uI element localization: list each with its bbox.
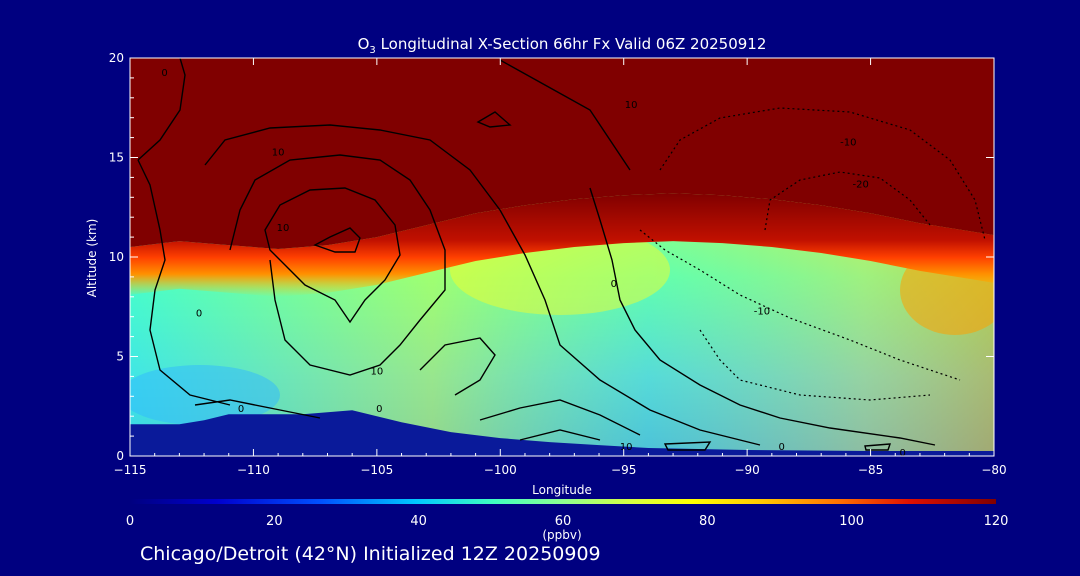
- contour-label: 0: [196, 309, 202, 320]
- x-tick-label: −95: [611, 463, 636, 477]
- contour-label: -10: [754, 307, 770, 318]
- contour-10-outer: [204, 124, 761, 446]
- contour-label: 0: [611, 279, 617, 290]
- colorbar-tick-label: 100: [839, 514, 864, 529]
- contour-label: 0: [238, 404, 244, 415]
- contour-10-east: [499, 59, 631, 171]
- x-tick-label: −105: [360, 463, 393, 477]
- colorbar-tick-label: 0: [126, 514, 134, 529]
- colorbar-tick-label: 80: [699, 514, 716, 529]
- y-tick-label: 10: [109, 250, 124, 264]
- colorbar-tick-label: 20: [266, 514, 283, 529]
- contour-label: 0: [161, 68, 167, 79]
- contour-label: 0: [779, 442, 785, 453]
- colorbar: [130, 499, 996, 504]
- contour-label: 10: [620, 442, 633, 453]
- contour-label: 10: [370, 366, 383, 377]
- y-axis-label: Altitude (km): [85, 219, 99, 298]
- contour-cell-top: [476, 111, 512, 128]
- contour-low-5: [663, 441, 712, 451]
- x-tick-label: −100: [484, 463, 517, 477]
- contour-zero-west: [137, 159, 231, 406]
- contour-neg-low: [699, 329, 931, 401]
- contour-neg20: [764, 171, 931, 231]
- x-axis-label: Longitude: [532, 483, 592, 497]
- tropopause-band: [130, 193, 994, 297]
- x-tick-label: −80: [981, 463, 1006, 477]
- contour-low-4: [519, 429, 601, 441]
- x-tick-label: −115: [114, 463, 147, 477]
- plot-area: 0 10 10 10 0 0 0 10 -10 -20 -10 10 0 0 0: [130, 58, 994, 459]
- contour-label: -20: [853, 179, 869, 190]
- stratospheric-ozone-fill: [130, 58, 994, 249]
- negative-contours: [639, 107, 986, 401]
- contour-label: 0: [899, 448, 905, 459]
- contour-low-6: [864, 443, 891, 451]
- colorbar-tick-label: 120: [984, 514, 1009, 529]
- y-tick-label: 0: [116, 449, 124, 463]
- contour-low-3: [479, 399, 641, 436]
- x-axis: −115 −110 −105 −100 −95 −90 −85 −80: [114, 58, 1007, 477]
- x-tick-label: −85: [858, 463, 883, 477]
- colorbar-unit-label: (ppbv): [542, 528, 581, 542]
- contour-label: 0: [376, 404, 382, 415]
- y-axis: 0 5 10 15 20: [109, 51, 994, 463]
- y-tick-label: 20: [109, 51, 124, 65]
- colorbar-tick-label: 60: [555, 514, 572, 529]
- contour-label: -10: [840, 138, 856, 149]
- contour-low-1: [194, 399, 321, 419]
- contour-low-2: [419, 337, 496, 396]
- contour-20: [264, 187, 401, 324]
- y-tick-label: 5: [116, 350, 124, 364]
- contour-label: 10: [625, 100, 638, 111]
- contour-label: 10: [272, 148, 285, 159]
- y-tick-label: 15: [109, 151, 124, 165]
- contour-zero-north: [137, 58, 186, 161]
- contour-zero-east: [589, 187, 936, 446]
- contour-labels: 0 10 10 10 0 0 0 10 -10 -20 -10 10 0 0 0: [161, 68, 905, 459]
- x-tick-label: −90: [734, 463, 759, 477]
- contour-neg10-top: [659, 107, 986, 241]
- terrain: [130, 410, 994, 456]
- contour-30: [313, 227, 361, 253]
- ozone-change-contours: [137, 58, 936, 451]
- colorbar-tick-label: 40: [410, 514, 427, 529]
- init-info-caption: Chicago/Detroit (42°N) Initialized 12Z 2…: [140, 543, 601, 565]
- ozone-low-patch: [130, 365, 280, 425]
- contour-label: 10: [277, 223, 290, 234]
- colorbar-ticks: 0 20 40 60 80 100 120: [126, 514, 1009, 529]
- contour-10-inner: [229, 154, 446, 376]
- x-tick-label: −110: [237, 463, 270, 477]
- chart-title: O3 Longitudinal X-Section 66hr Fx Valid …: [358, 35, 767, 56]
